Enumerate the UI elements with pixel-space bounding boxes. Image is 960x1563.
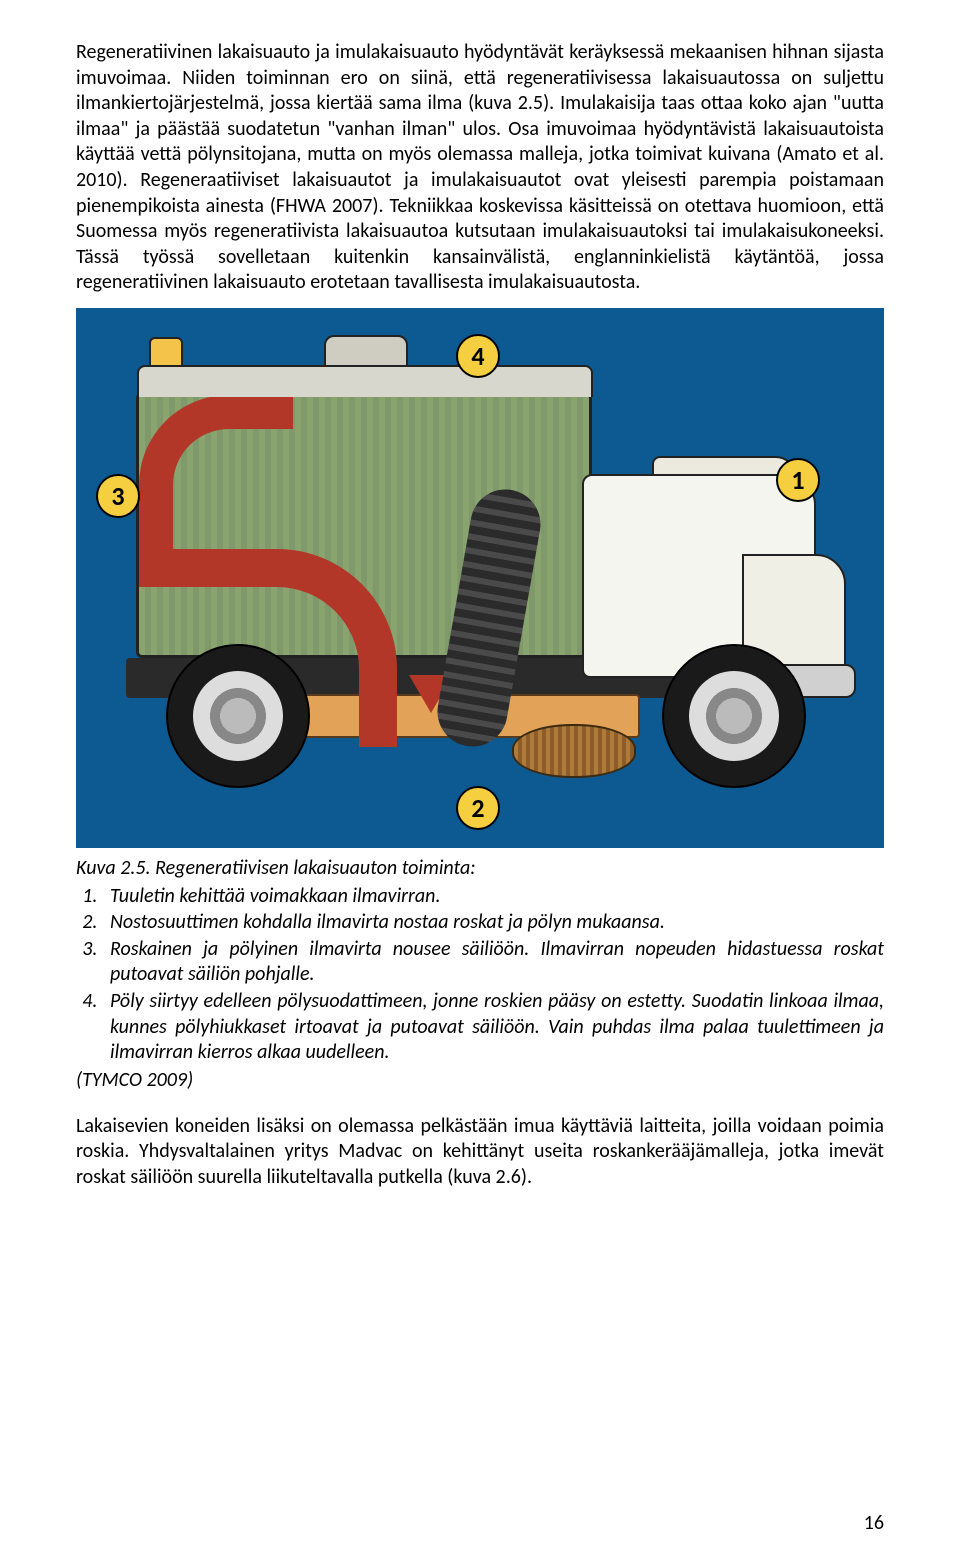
body-paragraph-2: Lakaisevien koneiden lisäksi on olemassa… [76,1114,884,1191]
figure-label-1: 1 [776,458,820,502]
figure-caption-list: Tuuletin kehittää voimakkaan ilmavirran.… [102,884,884,1066]
hopper-vent [324,335,408,367]
caption-item-2: Nostosuuttimen kohdalla ilmavirta nostaa… [102,910,884,936]
figure-caption-source: (TYMCO 2009) [76,1068,884,1092]
figure-label-4: 4 [456,334,500,378]
front-wheel-icon [662,644,806,788]
figure-2-5: 1 2 3 4 [76,308,884,848]
hopper-top [137,365,593,397]
figure-caption-title: Kuva 2.5. Regeneratiivisen lakaisuauton … [76,856,884,882]
suction-hose [436,488,582,748]
page-number: 16 [864,1511,884,1535]
caption-item-3: Roskainen ja pölyinen ilmavirta nousee s… [102,937,884,988]
rear-wheel-icon [166,644,310,788]
airflow-arrow-left [139,395,293,549]
caption-item-4: Pöly siirtyy edelleen pölysuodattimeen, … [102,989,884,1066]
beacon-light-icon [149,337,183,367]
gutter-broom-icon [512,724,636,778]
caption-item-1: Tuuletin kehittää voimakkaan ilmavirran. [102,884,884,910]
figure-label-3: 3 [96,474,140,518]
truck-illustration [136,368,816,788]
body-paragraph-1: Regeneratiivinen lakaisuauto ja imulakai… [76,40,884,296]
figure-label-2: 2 [456,786,500,830]
